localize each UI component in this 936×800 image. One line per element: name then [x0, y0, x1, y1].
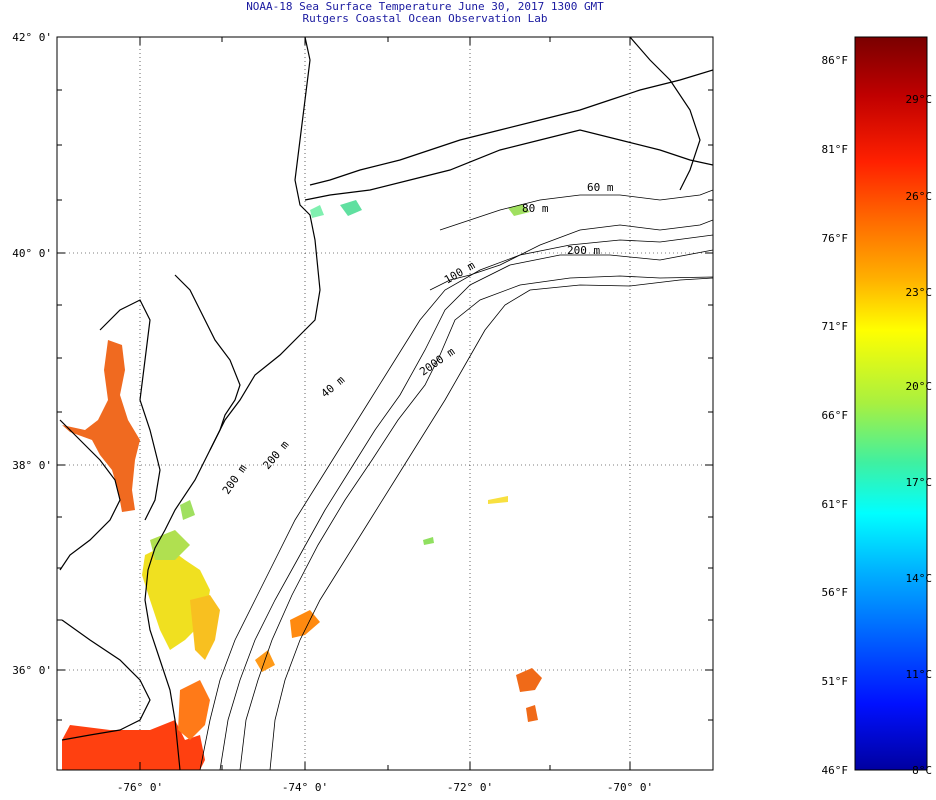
frame-ticks [57, 36, 713, 770]
contour-label: 200 m [260, 438, 291, 472]
cb-c-label: 8°C [912, 764, 932, 777]
sst-patches [62, 200, 542, 770]
bathymetry-contours [199, 189, 713, 770]
colorbar [854, 36, 928, 771]
cb-f-label: 71°F [822, 320, 849, 333]
cb-c-label: 17°C [906, 476, 933, 489]
outer-banks-warm [178, 680, 210, 740]
cb-f-label: 61°F [822, 498, 849, 511]
graticule [57, 37, 713, 770]
contour-label: 2000 m [417, 345, 457, 379]
contour-label: 200 m [567, 244, 600, 257]
longitude-labels: -76° 0' -74° 0' -72° 0' -70° 0' [117, 781, 653, 794]
lon-label: -72° 0' [447, 781, 493, 794]
contour-labels: 60 m 80 m 200 m 100 m 2000 m 40 m 200 m … [220, 181, 614, 497]
coastline [59, 37, 713, 770]
nc-coast-warm [62, 720, 205, 770]
map-subtitle: Rutgers Coastal Ocean Observation Lab [302, 12, 548, 25]
map-frame [56, 36, 714, 771]
cb-f-label: 76°F [822, 232, 849, 245]
cb-c-label: 20°C [906, 380, 933, 393]
chesapeake-warm [62, 340, 140, 512]
colorbar-fahrenheit-labels: 86°F 81°F 76°F 71°F 66°F 61°F 56°F 51°F … [822, 54, 849, 777]
ny-bight-cyan [340, 200, 362, 216]
va-coast-yellow2 [190, 595, 220, 660]
lat-label: 38° 0' [12, 459, 52, 472]
nj-ny-cyan [310, 205, 324, 218]
offshore-gulf-1 [516, 668, 542, 692]
lon-label: -76° 0' [117, 781, 163, 794]
contour-label: 200 m [220, 462, 250, 497]
lat-label: 36° 0' [12, 664, 52, 677]
cb-f-label: 56°F [822, 586, 849, 599]
mid-green [150, 530, 190, 560]
lon-label: -70° 0' [607, 781, 653, 794]
contour-label: 80 m [522, 202, 549, 215]
contour-label: 40 m [319, 373, 348, 400]
lon-label: -74° 0' [282, 781, 328, 794]
dc-green [180, 500, 195, 520]
offshore-gulf-2 [526, 705, 538, 722]
cb-c-label: 26°C [906, 190, 933, 203]
cb-c-label: 23°C [906, 286, 933, 299]
lat-label: 40° 0' [12, 247, 52, 260]
cb-c-label: 14°C [906, 572, 933, 585]
lat-label: 42° 0' [12, 31, 52, 44]
green-spot [423, 537, 434, 545]
cb-c-label: 29°C [906, 93, 933, 106]
cb-c-label: 11°C [906, 668, 933, 681]
cb-f-label: 81°F [822, 143, 849, 156]
offshore-orange [290, 610, 320, 638]
cb-f-label: 66°F [822, 409, 849, 422]
colorbar-celsius-labels: 29°C 26°C 23°C 20°C 17°C 14°C 11°C 8°C [906, 93, 933, 777]
cb-f-label: 86°F [822, 54, 849, 67]
map-title: NOAA-18 Sea Surface Temperature June 30,… [246, 0, 604, 13]
contour-label: 100 m [442, 259, 478, 287]
cb-f-label: 51°F [822, 675, 849, 688]
contour-label: 60 m [587, 181, 614, 194]
latitude-labels: 42° 0' 40° 0' 38° 0' 36° 0' [12, 31, 52, 677]
yellow-streak [488, 496, 508, 504]
cb-f-label: 46°F [822, 764, 849, 777]
